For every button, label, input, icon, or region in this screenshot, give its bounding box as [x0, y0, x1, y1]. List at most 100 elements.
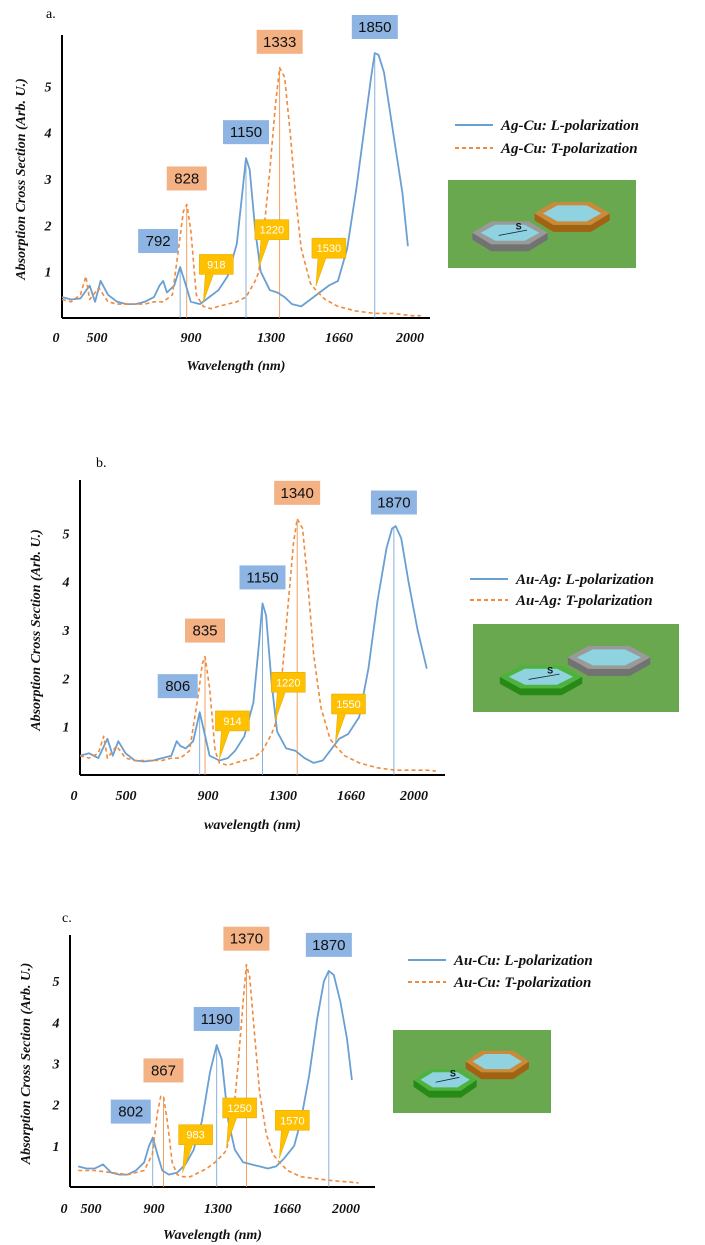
plate-right-cavity — [576, 649, 642, 666]
plate-left-cavity — [480, 224, 540, 241]
peak-callout-label: 802 — [118, 1104, 143, 1121]
gap-marker-line — [498, 229, 528, 236]
peak-callout-box — [138, 229, 179, 254]
dip-callout-label: 1570 — [280, 1115, 304, 1127]
peak-callout-label: 792 — [146, 233, 171, 250]
dip-callout-box — [222, 1097, 257, 1147]
plate-right-side — [534, 213, 610, 232]
peak-callout: 1870 — [305, 932, 352, 957]
dip-callout: 918 — [199, 254, 234, 303]
dip-callout-label: 1530 — [317, 243, 341, 255]
dip-callout: 1220 — [271, 672, 306, 721]
peak-callout-box — [143, 1058, 184, 1083]
y-tick-label: 5 — [45, 80, 52, 95]
gap-label: S — [450, 1068, 456, 1078]
plate-right-side — [465, 1061, 529, 1080]
series-line-l-polarization — [79, 525, 428, 764]
y-tick-label: 4 — [52, 1016, 60, 1031]
peak-callout-label: 1370 — [230, 931, 263, 948]
peak-callout: 1340 — [274, 480, 321, 505]
x-tick-label: 900 — [198, 789, 219, 804]
dip-callout-box — [254, 219, 290, 268]
peak-callout-label: 1150 — [246, 569, 278, 586]
plate-right-cavity — [472, 1054, 522, 1070]
y-axis-label: Absorption Cross Section (Arb. U.) — [19, 963, 34, 1165]
panel-letter: c. — [62, 911, 72, 926]
plate-left-side — [499, 676, 583, 696]
peak-callout: 828 — [166, 166, 207, 191]
peak-callout-label: 835 — [192, 623, 217, 640]
plate-left-cavity — [420, 1072, 470, 1088]
dip-callout-label: 914 — [223, 716, 241, 728]
peak-callout-box — [239, 565, 286, 590]
x-tick-label: 500 — [87, 331, 108, 346]
dip-callout-box — [199, 254, 234, 303]
gap-label: S — [547, 665, 553, 675]
peak-callout-label: 828 — [174, 170, 199, 187]
y-tick-label: 2 — [44, 219, 52, 234]
peak-callout-label: 1870 — [312, 937, 345, 954]
peak-callout: 867 — [143, 1058, 184, 1083]
plate-left-side — [413, 1079, 477, 1098]
x-axis-label: Wavelength (nm) — [163, 1228, 262, 1243]
peak-callout: 1870 — [370, 490, 417, 515]
dip-callout: 1550 — [331, 693, 366, 743]
y-tick-label: 1 — [45, 266, 52, 281]
x-tick-label: 2000 — [331, 1202, 360, 1217]
x-tick-label: 900 — [144, 1202, 165, 1217]
legend-entry: Ag-Cu: L-polarization — [500, 118, 639, 134]
x-tick-label: 1300 — [257, 331, 285, 346]
panel-letter: b. — [96, 456, 107, 471]
legend-entry: Ag-Cu: T-polarization — [500, 141, 638, 157]
x-tick-label: 2000 — [399, 789, 428, 804]
peak-callout-label: 867 — [151, 1062, 176, 1079]
peak-callout: 1150 — [239, 565, 286, 590]
peak-callout-box — [256, 29, 303, 54]
dip-callout: 1570 — [275, 1110, 310, 1159]
legend-entry: Au-Cu: T-polarization — [453, 975, 591, 991]
peak-callout-label: 1150 — [230, 124, 262, 141]
x-axis-label: wavelength (nm) — [204, 818, 301, 833]
series-line-l-polarization — [61, 52, 409, 308]
nanoplate-inset-image: S — [473, 624, 679, 712]
y-axis-label: Absorption Cross Section (Arb. U.) — [29, 529, 44, 731]
y-tick-label: 5 — [63, 527, 70, 542]
x-tick-label: 500 — [81, 1202, 102, 1217]
peak-callout: 1370 — [223, 926, 270, 951]
peak-callout-label: 1190 — [201, 1011, 233, 1028]
gap-marker-line — [435, 1076, 460, 1083]
dip-callout-box — [331, 693, 366, 743]
y-tick-label: 1 — [63, 721, 70, 736]
legend-entry: Au-Ag: L-polarization — [515, 572, 654, 588]
panel-letter: a. — [46, 7, 56, 22]
peak-callout-box — [223, 120, 269, 145]
peak-callout-label: 1850 — [358, 19, 391, 36]
peak-callout-box — [274, 480, 321, 505]
peak-callout: 1333 — [256, 29, 303, 54]
peak-callout: 1190 — [193, 1006, 240, 1031]
y-tick-label: 3 — [62, 624, 70, 639]
y-tick-label: 4 — [62, 576, 70, 591]
peak-callout-box — [223, 926, 270, 951]
peak-callout-box — [370, 490, 417, 515]
x-tick-label: 1300 — [204, 1202, 232, 1217]
dip-callout-label: 918 — [207, 259, 225, 271]
peak-callout-box — [157, 674, 198, 699]
peak-callout: 792 — [138, 229, 179, 254]
dip-callout-box — [215, 710, 250, 760]
series-line-t-polarization — [61, 67, 421, 317]
x-tick-label: 1660 — [337, 789, 365, 804]
peak-callout-label: 1333 — [263, 34, 296, 51]
plate-right-side — [567, 657, 651, 676]
x-tick-label: 1660 — [325, 331, 353, 346]
chart-panel-a: a. 0 500 900 1300 1660 2000 1 2 3 4 5 Wavelength (nm… — [14, 7, 639, 374]
dip-callout-box — [178, 1124, 213, 1173]
peak-callout: 806 — [157, 674, 198, 699]
x-tick-label: 1660 — [273, 1202, 301, 1217]
peak-callout-label: 1870 — [377, 495, 410, 512]
series-line-t-polarization — [79, 518, 436, 772]
y-tick-label: 1 — [53, 1140, 60, 1155]
peak-callout-box — [185, 618, 226, 643]
dip-callout: 983 — [178, 1124, 213, 1173]
plate-left-side — [472, 232, 548, 252]
